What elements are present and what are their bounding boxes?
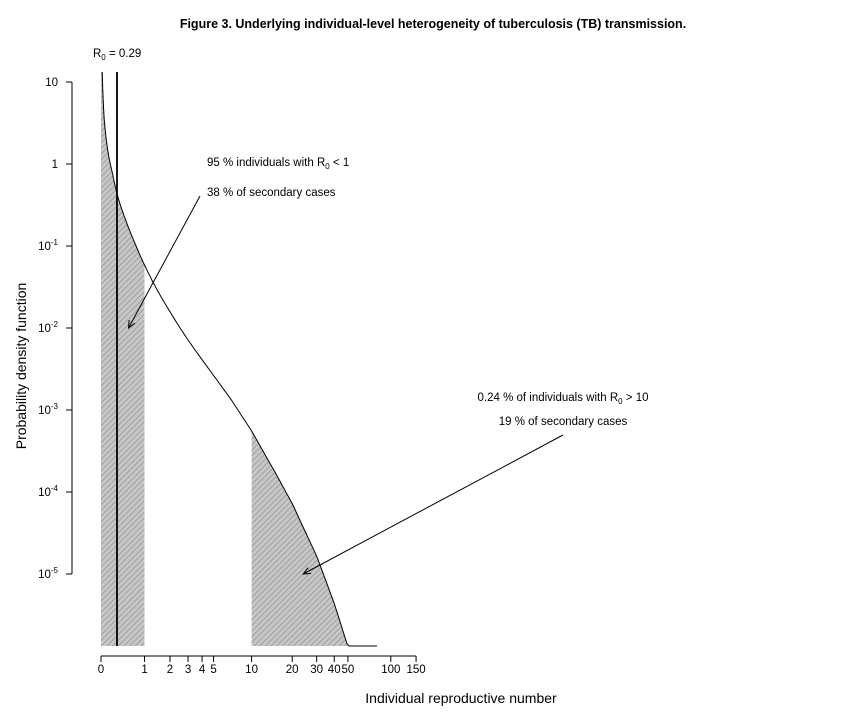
- x-tick-label: 0: [98, 664, 104, 676]
- y-tick-label: 1: [52, 159, 58, 171]
- x-tick-label: 20: [286, 664, 299, 676]
- annotation-line-1: 95 % individuals with R0 < 1: [207, 157, 349, 171]
- y-tick-label: 10-2: [38, 320, 58, 335]
- y-tick-label: 10-1: [38, 238, 58, 253]
- x-tick-label: 50: [342, 664, 355, 676]
- annotation-arrow: [128, 195, 201, 329]
- annotation-2: 0.24 % of individuals with R0 > 10 19 % o…: [302, 392, 649, 575]
- annotation-line-2: 19 % of secondary cases: [499, 416, 628, 428]
- y-tick-label: 10-3: [38, 402, 58, 417]
- x-axis-ticks: 0 1 2 3 4 5 10 20 30 40 50 100 150: [98, 656, 426, 676]
- x-tick-label: 10: [245, 664, 258, 676]
- x-axis-label: Individual reproductive number: [365, 690, 557, 706]
- x-tick-label: 1: [141, 664, 147, 676]
- chart-title: Figure 3. Underlying individual-level he…: [180, 17, 686, 31]
- r0-label: R0 = 0.29: [93, 48, 141, 62]
- x-tick-label: 30: [310, 664, 323, 676]
- x-tick-label: 2: [167, 664, 173, 676]
- y-axis-ticks: 10 1 10-1 10-2 10-3 10-4 10-5: [38, 77, 72, 581]
- arrow-head: [127, 319, 136, 330]
- annotation-1: 95 % individuals with R0 < 1 38 % of seco…: [127, 157, 349, 330]
- annotation-arrow: [302, 434, 564, 575]
- shaded-region-2: [251, 430, 377, 646]
- shaded-regions: [101, 71, 377, 647]
- arrow-head: [302, 567, 312, 575]
- y-axis-label: Probability density function: [13, 283, 29, 450]
- annotations: 95 % individuals with R0 < 1 38 % of seco…: [127, 157, 649, 575]
- x-tick-label: 3: [185, 664, 191, 676]
- y-tick-label: 10: [45, 77, 58, 89]
- density-curve: [101, 71, 377, 647]
- x-tick-label: 100: [381, 664, 400, 676]
- y-tick-label: 10-5: [38, 566, 58, 581]
- x-tick-label: 150: [406, 664, 425, 676]
- x-tick-label: 5: [210, 664, 216, 676]
- y-tick-label: 10-4: [38, 484, 58, 499]
- x-tick-label: 40: [328, 664, 341, 676]
- annotation-line-2: 38 % of secondary cases: [207, 187, 336, 199]
- shaded-region-1: [101, 71, 145, 647]
- x-tick-label: 4: [199, 664, 206, 676]
- annotation-line-1: 0.24 % of individuals with R0 > 10: [478, 392, 649, 406]
